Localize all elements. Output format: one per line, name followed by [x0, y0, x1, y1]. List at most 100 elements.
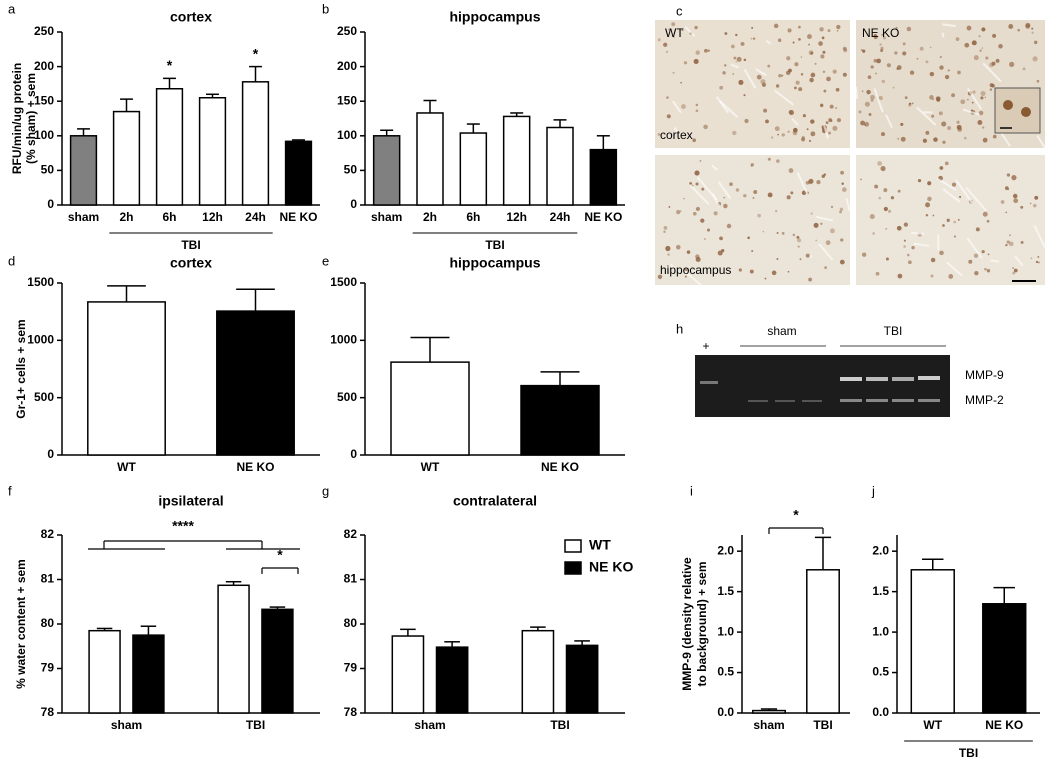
stain-dot	[873, 58, 878, 63]
stain-dot	[944, 161, 949, 166]
gel-image	[695, 355, 950, 417]
stain-dot	[860, 120, 866, 126]
stain-dot	[984, 96, 987, 99]
stain-dot	[896, 65, 902, 70]
stain-dot	[699, 160, 702, 162]
stain-dot	[1031, 31, 1034, 34]
stain-dot	[897, 137, 900, 140]
stain-dot	[703, 238, 706, 240]
stain-dot	[752, 37, 756, 40]
stain-dot	[777, 38, 782, 42]
stain-dot	[870, 65, 874, 69]
gel-band	[918, 399, 940, 402]
stain-dot	[1013, 268, 1018, 273]
stain-dot	[819, 103, 824, 108]
stain-dot	[668, 206, 671, 208]
stain-dot	[1013, 198, 1019, 204]
stain-dot	[813, 222, 819, 228]
stain-dot	[886, 63, 891, 68]
y-tick-label: 80	[41, 616, 55, 630]
gel-band	[775, 400, 795, 402]
stain-dot	[1025, 24, 1031, 29]
bar	[416, 112, 444, 206]
stain-dot	[840, 238, 844, 242]
stain-dot	[774, 126, 780, 132]
stain-dot	[1005, 243, 1008, 247]
stain-dot	[796, 238, 802, 243]
x-tick-label: 2h	[119, 210, 133, 224]
stain-dot	[880, 46, 884, 50]
stain-dot	[925, 130, 930, 135]
panel-letter: e	[322, 253, 329, 268]
stain-dot	[880, 49, 884, 53]
stain-dot	[751, 250, 754, 253]
stain-dot	[1008, 24, 1014, 29]
fiber	[913, 242, 930, 247]
gel-band	[748, 400, 768, 402]
stain-dot	[919, 46, 924, 51]
fiber	[941, 32, 945, 38]
y-tick-label: 82	[41, 527, 55, 541]
fiber	[942, 23, 956, 28]
stain-dot	[777, 133, 779, 136]
y-axis-label: to background) + sem	[695, 561, 709, 686]
stain-dot	[773, 23, 779, 29]
stain-dot	[840, 170, 844, 175]
stain-dot	[908, 260, 912, 265]
stain-dot	[978, 35, 981, 38]
group-label: TBI	[884, 324, 903, 338]
x-tick-label: TBI	[813, 718, 832, 732]
stain-dot	[823, 89, 827, 93]
gel-band	[892, 399, 914, 402]
stain-dot	[939, 56, 942, 59]
stain-dot	[1035, 260, 1039, 264]
stain-dot	[663, 42, 668, 47]
cell	[1021, 107, 1031, 117]
stain-dot	[776, 159, 780, 163]
stain-dot	[722, 71, 726, 75]
stain-dot	[981, 27, 986, 32]
y-tick-label: 81	[344, 572, 358, 586]
micrograph-tile	[655, 155, 850, 285]
bar	[589, 148, 618, 206]
x-tick-label: sham	[371, 210, 402, 224]
stain-dot	[922, 138, 928, 143]
bar	[241, 81, 270, 206]
row-label: hippocampus	[660, 263, 731, 277]
bar	[261, 608, 294, 714]
stain-dot	[799, 258, 802, 261]
stain-dot	[1032, 203, 1037, 208]
stain-dot	[987, 253, 990, 256]
x-tick-label: WT	[923, 718, 942, 732]
stain-dot	[925, 214, 929, 217]
stain-dot	[881, 132, 886, 137]
y-tick-label: 78	[344, 705, 358, 719]
y-tick-label: 82	[344, 527, 358, 541]
stain-dot	[911, 102, 914, 105]
x-tick-label: NE KO	[985, 718, 1023, 732]
bar	[806, 569, 840, 714]
stain-dot	[767, 64, 771, 68]
stain-dot	[657, 133, 661, 136]
stain-dot	[925, 60, 929, 64]
stain-dot	[788, 110, 794, 116]
lane-label: +	[702, 339, 709, 353]
x-tick-label: sham	[111, 718, 142, 732]
y-tick-label: 81	[41, 572, 55, 586]
stain-dot	[733, 56, 737, 60]
stain-dot	[908, 102, 912, 105]
stain-dot	[798, 87, 803, 92]
x-tick-label: WT	[421, 460, 440, 474]
stain-dot	[939, 166, 944, 170]
y-tick-label: 78	[41, 705, 55, 719]
stain-dot	[966, 25, 972, 31]
y-tick-label: 80	[344, 616, 358, 630]
stain-dot	[719, 85, 724, 90]
stain-dot	[861, 90, 864, 92]
stain-dot	[981, 47, 984, 49]
stain-dot	[829, 104, 834, 109]
stain-dot	[971, 101, 974, 104]
group-label: TBI	[485, 238, 504, 252]
stain-dot	[744, 118, 749, 124]
stain-dot	[841, 182, 844, 185]
